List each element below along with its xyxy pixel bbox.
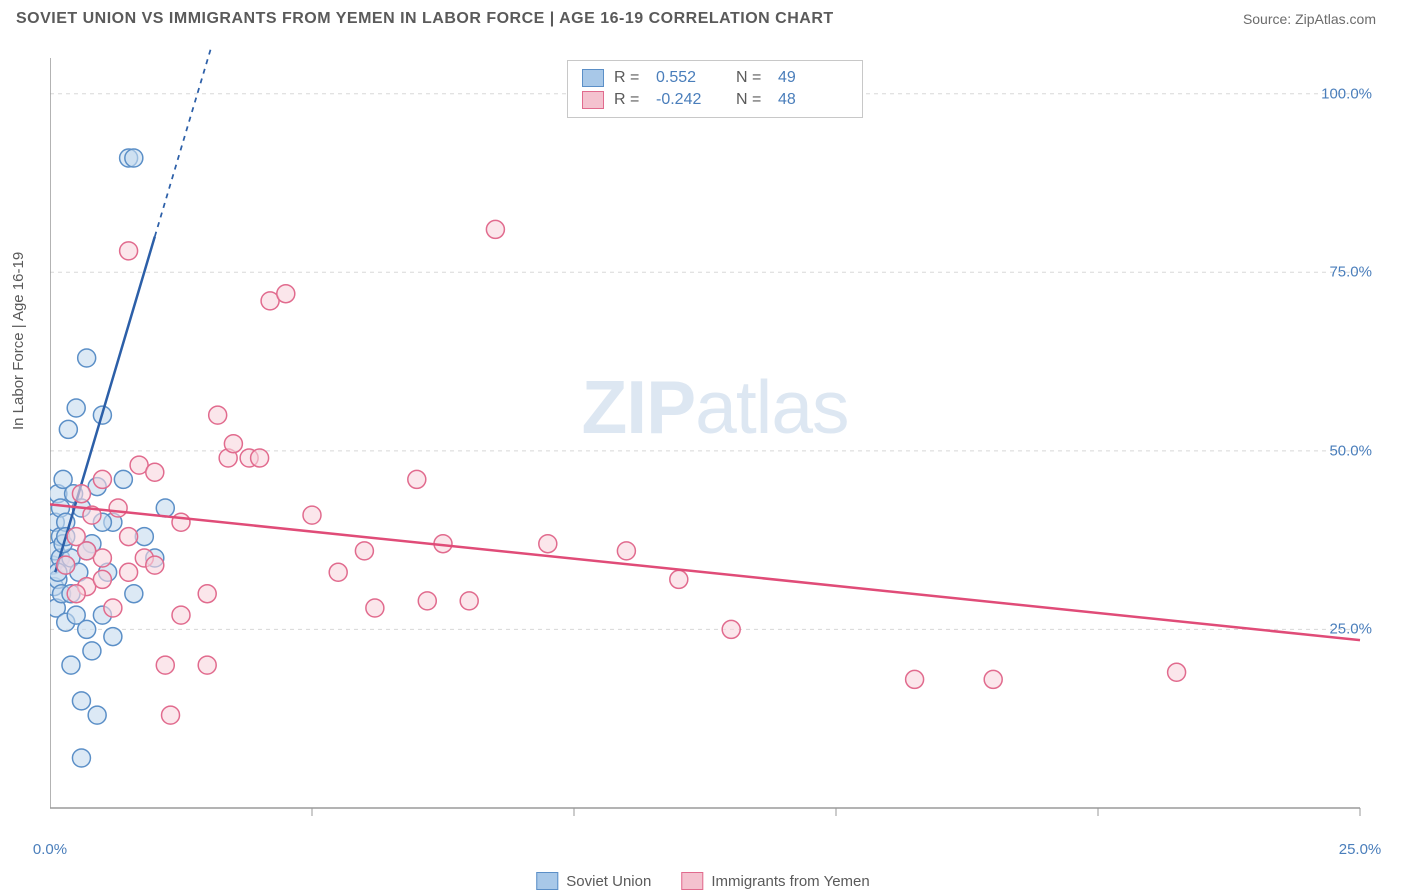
chart-title: SOVIET UNION VS IMMIGRANTS FROM YEMEN IN… <box>16 10 834 28</box>
x-tick-label: 0.0% <box>33 841 67 858</box>
source-label: Source: ZipAtlas.com <box>1243 11 1376 27</box>
n-value: 49 <box>778 69 848 87</box>
legend-swatch <box>536 872 558 890</box>
n-label: N = <box>736 91 768 109</box>
r-label: R = <box>614 69 646 87</box>
series-legend: Soviet Union Immigrants from Yemen <box>536 872 869 890</box>
x-tick-label: 25.0% <box>1339 841 1382 858</box>
series-legend-item: Soviet Union <box>536 872 651 890</box>
legend-swatch <box>582 91 604 109</box>
legend-swatch <box>681 872 703 890</box>
n-label: N = <box>736 69 768 87</box>
r-label: R = <box>614 91 646 109</box>
y-tick-label: 50.0% <box>1329 442 1372 459</box>
y-tick-label: 25.0% <box>1329 621 1372 638</box>
n-value: 48 <box>778 91 848 109</box>
r-value: -0.242 <box>656 91 726 109</box>
series-legend-label: Soviet Union <box>566 873 651 890</box>
y-axis-label: In Labor Force | Age 16-19 <box>10 252 27 430</box>
r-value: 0.552 <box>656 69 726 87</box>
series-legend-item: Immigrants from Yemen <box>681 872 869 890</box>
chart-area: ZIPatlas R =0.552N =49R =-0.242N =48 25.… <box>50 48 1380 828</box>
correlation-legend-row: R = -0.242 N = 48 <box>582 89 848 111</box>
correlation-legend-row: R = 0.552 N = 49 <box>582 67 848 89</box>
correlation-legend: R = 0.552 N = 49 R = -0.242 N = 48 <box>567 60 863 118</box>
series-legend-label: Immigrants from Yemen <box>711 873 869 890</box>
y-tick-label: 100.0% <box>1321 85 1372 102</box>
y-tick-label: 75.0% <box>1329 264 1372 281</box>
legend-swatch <box>582 69 604 87</box>
scatter-plot <box>50 48 1380 828</box>
